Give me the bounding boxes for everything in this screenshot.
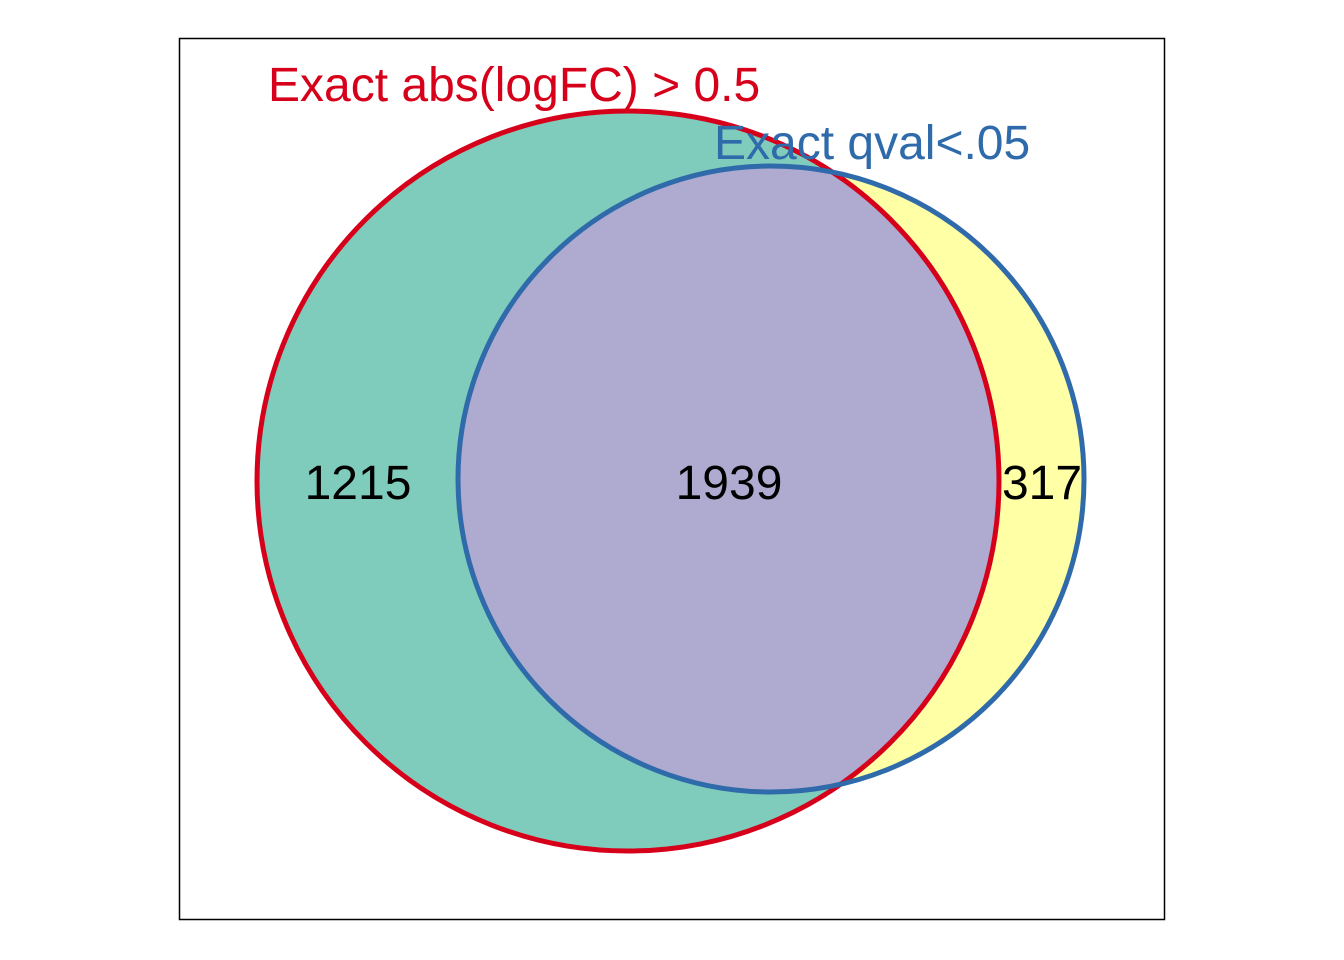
count-only-logfc: 1215: [305, 457, 412, 510]
count-only-qval: 317: [1002, 457, 1082, 510]
overlap-region: [458, 166, 999, 792]
set-a-outline: [254, 108, 1002, 854]
set-b-outline: [455, 163, 1087, 795]
count-intersection: 1939: [676, 457, 783, 510]
set-a-label: Exact abs(logFC) > 0.5: [268, 59, 760, 112]
set-b-label: Exact qval<.05: [714, 117, 1030, 170]
plot-frame: [178, 37, 1166, 921]
